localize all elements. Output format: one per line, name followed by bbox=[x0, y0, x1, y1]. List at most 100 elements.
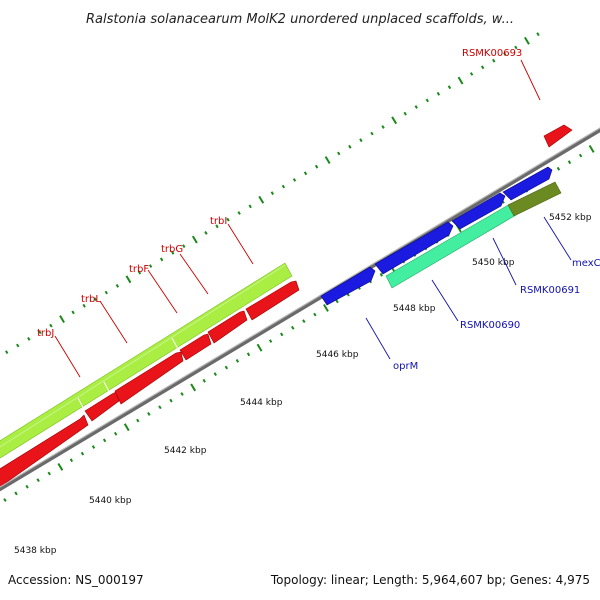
scale-tick bbox=[3, 498, 7, 502]
gene-label-RSMK00693[interactable]: RSMK00693 bbox=[462, 48, 522, 59]
scale-tick bbox=[169, 398, 173, 403]
reverse-operon-track bbox=[385, 181, 562, 289]
scale-tick bbox=[80, 451, 85, 456]
scale-label: 5448 kbp bbox=[393, 304, 436, 314]
scale-tick bbox=[457, 76, 464, 85]
scale-tick bbox=[202, 378, 206, 383]
scale-tick bbox=[49, 323, 53, 328]
scale-tick bbox=[348, 144, 352, 149]
scale-tick bbox=[215, 224, 219, 229]
scale-tick bbox=[536, 32, 540, 37]
gene-label-oprM[interactable]: oprM bbox=[393, 361, 418, 372]
gene-arrow-trbI-b[interactable] bbox=[245, 280, 300, 321]
accession-text: Accession: NS_000197 bbox=[8, 573, 144, 587]
scale-tick bbox=[204, 230, 208, 235]
forward-operon-bar[interactable] bbox=[0, 262, 293, 460]
scale-tick bbox=[159, 257, 164, 262]
scale-tick bbox=[93, 297, 97, 302]
scale-tick bbox=[503, 52, 507, 56]
forward-gene-track bbox=[0, 124, 573, 489]
reverse-strand-ticks bbox=[3, 144, 595, 502]
gene-label-trbG[interactable]: trbG bbox=[161, 244, 183, 255]
gene-arrow-RSMK00690-blue[interactable] bbox=[374, 221, 454, 275]
topology-summary-text: Topology: linear; Length: 5,964,607 bp; … bbox=[270, 573, 590, 587]
scale-tick bbox=[47, 471, 51, 476]
scale-tick bbox=[514, 45, 518, 50]
reverse-label-leaders bbox=[365, 216, 572, 360]
scale-tick bbox=[180, 392, 184, 396]
scale-tick bbox=[578, 153, 583, 158]
scale-tick bbox=[36, 478, 40, 483]
gene-label-RSMK00691[interactable]: RSMK00691 bbox=[520, 285, 580, 296]
scale-tick bbox=[191, 235, 198, 244]
gene-arrow-trbG[interactable] bbox=[179, 333, 212, 361]
scale-tick bbox=[270, 191, 275, 196]
scale-tick bbox=[25, 484, 29, 489]
scale-tick bbox=[403, 111, 407, 116]
scale-tick bbox=[190, 383, 197, 392]
scale-tick bbox=[91, 445, 96, 449]
gene-label-trbL[interactable]: trbL bbox=[81, 294, 101, 305]
gene-arrow-trbI-a[interactable] bbox=[207, 310, 248, 344]
scale-label: 5438 kbp bbox=[14, 546, 57, 556]
scale-tick bbox=[436, 91, 441, 96]
scale-tick bbox=[567, 160, 572, 165]
gene-arrow-trbJ-region[interactable] bbox=[0, 414, 89, 489]
gene-arrow-trbF[interactable] bbox=[114, 351, 184, 405]
forward-label-leaders bbox=[54, 59, 541, 378]
scale-tick bbox=[237, 211, 241, 215]
scale-tick bbox=[524, 36, 530, 45]
scale-tick bbox=[158, 405, 162, 410]
forward-operon-highlight bbox=[0, 264, 286, 448]
forward-strand-ticks bbox=[5, 32, 540, 355]
reverse-gene-track bbox=[320, 166, 553, 306]
operon-divider bbox=[103, 381, 112, 396]
scale-tick bbox=[359, 138, 363, 143]
gene-label-trbI[interactable]: trbI bbox=[210, 216, 227, 227]
gene-arrow-oprM[interactable] bbox=[320, 266, 376, 306]
scale-tick bbox=[226, 217, 230, 222]
scale-tick bbox=[82, 303, 86, 308]
gene-label-RSMK00690[interactable]: RSMK00690 bbox=[460, 320, 520, 331]
scale-tick bbox=[125, 275, 132, 284]
scale-tick bbox=[246, 352, 251, 357]
forward-operon-track bbox=[0, 262, 293, 460]
gene-arrow-RSMK00693[interactable] bbox=[543, 124, 573, 148]
scale-tick bbox=[292, 178, 297, 182]
scale-tick bbox=[148, 264, 153, 268]
gene-label-trbF[interactable]: trbF bbox=[129, 264, 149, 275]
scale-tick bbox=[324, 156, 331, 165]
scale-tick bbox=[556, 166, 561, 171]
scale-tick bbox=[291, 325, 295, 330]
scale-tick bbox=[5, 350, 9, 355]
scale-tick bbox=[469, 72, 474, 76]
scale-tick bbox=[280, 332, 284, 337]
scale-tick bbox=[256, 343, 263, 352]
scale-tick bbox=[281, 184, 286, 189]
scale-tick bbox=[213, 372, 217, 377]
gene-label-trbJ[interactable]: trbJ bbox=[37, 328, 54, 339]
scale-tick bbox=[115, 284, 120, 288]
scale-tick bbox=[16, 343, 20, 348]
reverse-operon-dark-bar[interactable] bbox=[507, 181, 562, 217]
scale-tick bbox=[137, 270, 142, 275]
operon-divider bbox=[77, 397, 86, 412]
scale-label: 5440 kbp bbox=[89, 496, 132, 506]
scale-label: 5450 kbp bbox=[472, 258, 515, 268]
scale-tick bbox=[447, 85, 452, 90]
scale-tick bbox=[71, 310, 75, 315]
scale-tick bbox=[480, 65, 485, 70]
scale-tick bbox=[391, 116, 398, 125]
gene-arrow-mexC-blue[interactable] bbox=[502, 166, 553, 201]
scale-tick bbox=[113, 431, 118, 436]
scale-tick bbox=[224, 365, 229, 370]
gene-label-mexC[interactable]: mexC bbox=[572, 258, 600, 269]
scale-tick bbox=[302, 319, 306, 324]
scale-tick bbox=[136, 418, 140, 423]
forward-gene-labels: trbJ trbL trbF trbG trbI RSMK00693 bbox=[37, 48, 522, 339]
scale-tick bbox=[171, 250, 175, 255]
scale-tick bbox=[248, 204, 252, 209]
gene-arrow-RSMK00691-blue[interactable] bbox=[451, 192, 506, 230]
scale-labels: 5438 kbp 5440 kbp 5442 kbp 5444 kbp 5446… bbox=[14, 213, 592, 556]
